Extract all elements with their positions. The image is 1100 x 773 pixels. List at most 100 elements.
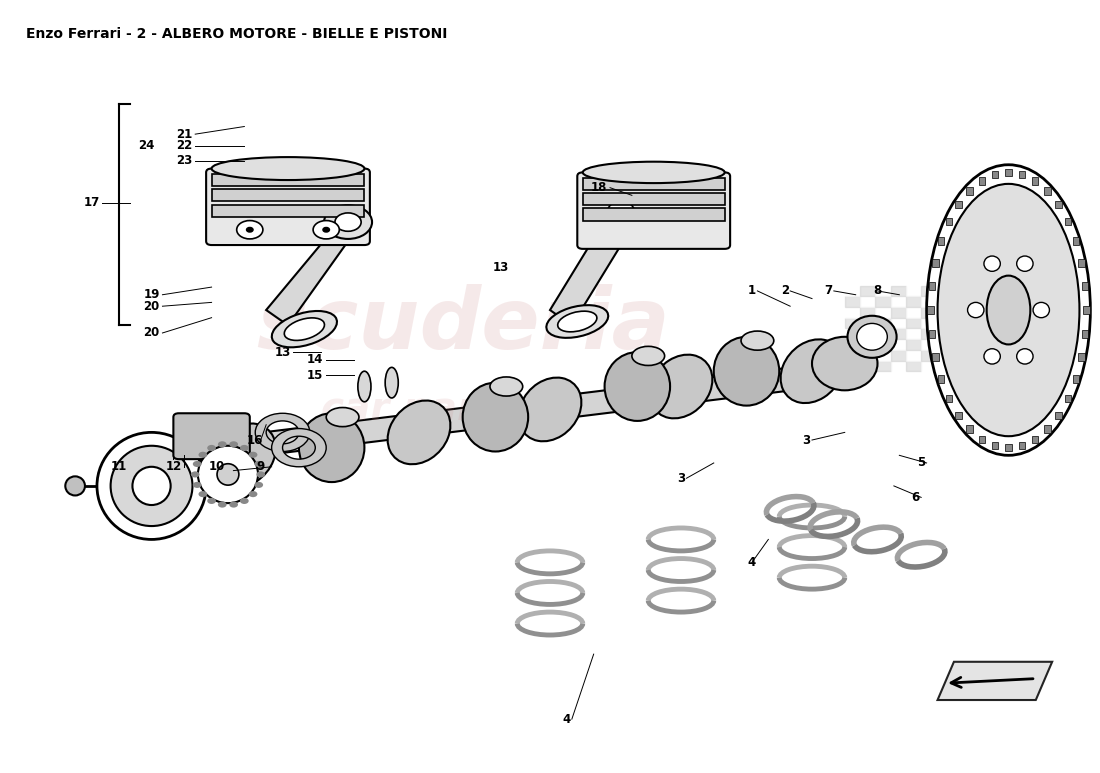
Text: 8: 8 bbox=[873, 284, 881, 298]
Bar bbox=[1032, 435, 1038, 443]
Circle shape bbox=[236, 220, 263, 239]
Bar bbox=[891, 285, 906, 296]
Bar bbox=[952, 339, 967, 350]
Circle shape bbox=[229, 441, 238, 448]
Bar bbox=[921, 339, 936, 350]
Ellipse shape bbox=[272, 311, 337, 347]
Bar bbox=[891, 329, 906, 339]
Bar bbox=[1044, 425, 1050, 433]
Bar bbox=[927, 306, 934, 314]
Bar bbox=[936, 329, 952, 339]
Bar bbox=[891, 339, 906, 350]
Ellipse shape bbox=[714, 337, 779, 406]
Bar bbox=[891, 307, 906, 318]
Bar bbox=[952, 307, 967, 318]
Ellipse shape bbox=[857, 323, 888, 350]
Bar bbox=[932, 353, 938, 361]
Circle shape bbox=[229, 502, 238, 508]
Bar bbox=[1081, 330, 1088, 338]
Text: 4: 4 bbox=[748, 556, 756, 569]
Circle shape bbox=[256, 472, 265, 478]
Bar bbox=[921, 318, 936, 329]
Bar bbox=[906, 307, 921, 318]
Bar bbox=[1019, 441, 1025, 449]
Ellipse shape bbox=[132, 467, 170, 505]
Bar bbox=[992, 171, 999, 179]
Ellipse shape bbox=[847, 315, 896, 358]
Text: 13: 13 bbox=[493, 261, 509, 274]
Text: 6: 6 bbox=[912, 491, 920, 504]
Bar bbox=[936, 296, 952, 307]
Bar bbox=[938, 375, 945, 383]
Circle shape bbox=[608, 202, 634, 220]
Bar bbox=[876, 318, 891, 329]
Bar bbox=[583, 178, 725, 190]
Ellipse shape bbox=[490, 377, 522, 396]
Ellipse shape bbox=[812, 337, 878, 390]
Bar bbox=[921, 307, 936, 318]
Ellipse shape bbox=[327, 407, 359, 427]
Bar bbox=[952, 296, 967, 307]
Bar bbox=[1032, 177, 1038, 185]
Circle shape bbox=[207, 498, 216, 504]
Ellipse shape bbox=[385, 367, 398, 398]
Text: 2: 2 bbox=[781, 284, 789, 298]
Ellipse shape bbox=[583, 162, 725, 183]
Bar bbox=[860, 307, 876, 318]
Circle shape bbox=[218, 502, 227, 508]
Circle shape bbox=[207, 445, 216, 451]
Circle shape bbox=[254, 482, 263, 488]
Bar bbox=[906, 318, 921, 329]
Ellipse shape bbox=[463, 383, 528, 451]
Ellipse shape bbox=[968, 302, 983, 318]
Text: 5: 5 bbox=[917, 457, 925, 469]
Ellipse shape bbox=[558, 312, 597, 332]
Bar bbox=[1078, 353, 1085, 361]
Bar bbox=[921, 296, 936, 307]
Bar bbox=[921, 360, 936, 371]
Text: Enzo Ferrari - 2 - ALBERO MOTORE - BIELLE E PISTONI: Enzo Ferrari - 2 - ALBERO MOTORE - BIELL… bbox=[26, 27, 448, 41]
Bar bbox=[1072, 237, 1079, 245]
FancyBboxPatch shape bbox=[578, 172, 730, 249]
Text: 3: 3 bbox=[803, 434, 811, 447]
Ellipse shape bbox=[547, 305, 608, 338]
Bar bbox=[891, 318, 906, 329]
Ellipse shape bbox=[65, 476, 85, 495]
Text: 17: 17 bbox=[84, 196, 100, 209]
Ellipse shape bbox=[1016, 256, 1033, 271]
Bar bbox=[845, 360, 860, 371]
Bar bbox=[876, 307, 891, 318]
FancyBboxPatch shape bbox=[206, 169, 370, 245]
Bar bbox=[906, 329, 921, 339]
Ellipse shape bbox=[926, 165, 1090, 455]
Polygon shape bbox=[937, 662, 1053, 700]
Ellipse shape bbox=[284, 318, 324, 340]
Polygon shape bbox=[550, 203, 637, 325]
Text: 21: 21 bbox=[176, 128, 192, 141]
Ellipse shape bbox=[605, 352, 670, 421]
Bar bbox=[860, 339, 876, 350]
Bar bbox=[876, 285, 891, 296]
Circle shape bbox=[198, 491, 207, 497]
Bar bbox=[860, 318, 876, 329]
Bar bbox=[936, 307, 952, 318]
Bar bbox=[992, 441, 999, 449]
Bar bbox=[1072, 375, 1079, 383]
Ellipse shape bbox=[983, 349, 1000, 364]
Circle shape bbox=[240, 445, 249, 451]
Text: car parts: car parts bbox=[320, 390, 517, 428]
Circle shape bbox=[240, 498, 249, 504]
Bar bbox=[938, 237, 945, 245]
Bar bbox=[1081, 282, 1088, 290]
Text: 15: 15 bbox=[307, 369, 323, 382]
Circle shape bbox=[597, 194, 645, 227]
Bar bbox=[1005, 169, 1012, 176]
Text: 1: 1 bbox=[748, 284, 756, 298]
Ellipse shape bbox=[937, 184, 1079, 436]
Text: 22: 22 bbox=[176, 139, 192, 152]
Ellipse shape bbox=[97, 432, 206, 540]
Bar bbox=[921, 329, 936, 339]
Bar bbox=[1055, 412, 1061, 419]
Bar bbox=[876, 350, 891, 360]
Text: 10: 10 bbox=[209, 460, 226, 473]
